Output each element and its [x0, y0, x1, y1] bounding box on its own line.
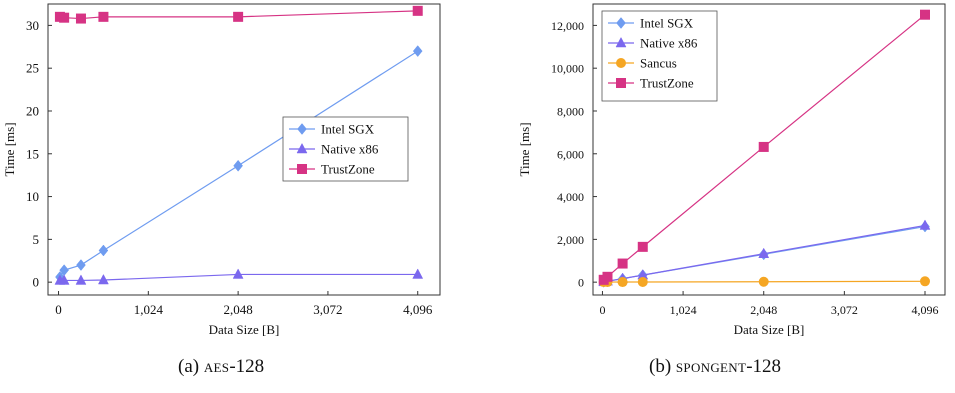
series-sancus — [599, 276, 930, 287]
y-tick-label: 30 — [26, 18, 39, 33]
series-native-x86 — [599, 220, 930, 286]
data-point-native-x86 — [413, 269, 423, 279]
x-tick-label: 0 — [599, 303, 605, 317]
y-tick-label: 25 — [26, 61, 39, 76]
data-point-intel-sgx — [413, 46, 422, 57]
data-point-intel-sgx — [76, 260, 85, 271]
legend-label-sancus: Sancus — [640, 56, 677, 71]
y-tick-label: 5 — [33, 232, 40, 247]
x-tick-label: 2,048 — [750, 303, 777, 317]
y-tick-label: 10,000 — [551, 62, 584, 76]
data-point-trustzone — [638, 242, 648, 252]
caption-b-name: spongent — [676, 356, 746, 377]
data-point-native-x86 — [76, 275, 86, 285]
data-point-sancus — [638, 277, 648, 287]
y-tick-label: 10 — [26, 189, 39, 204]
caption-b-prefix: (b) — [649, 356, 676, 377]
legend-marker-trustzone — [616, 78, 626, 88]
caption-a-suffix: -128 — [229, 356, 264, 377]
legend-marker-sancus — [616, 58, 626, 68]
x-tick-label: 1,024 — [134, 302, 164, 317]
x-tick-label: 3,072 — [313, 302, 342, 317]
x-axis-label: Data Size [B] — [734, 322, 805, 337]
x-tick-label: 1,024 — [670, 303, 697, 317]
legend-marker-trustzone — [297, 164, 307, 174]
caption-spongent-128: (b) spongent-128 — [649, 356, 781, 378]
y-tick-label: 4,000 — [557, 190, 584, 204]
caption-a-name: aes — [204, 356, 229, 377]
caption-a-prefix: (a) — [178, 356, 204, 377]
data-point-native-x86 — [233, 269, 243, 279]
legend-label-intel-sgx: Intel SGX — [321, 122, 375, 137]
data-point-native-x86 — [920, 220, 930, 230]
y-tick-label: 20 — [26, 103, 39, 118]
legend-label-trustzone: TrustZone — [321, 162, 375, 177]
x-axis-label: Data Size [B] — [209, 322, 280, 337]
y-tick-label: 8,000 — [557, 104, 584, 118]
y-axis-label: Time [ms] — [2, 122, 17, 176]
data-point-trustzone — [759, 142, 769, 152]
data-point-intel-sgx — [234, 160, 243, 171]
legend-label-native-x86: Native x86 — [640, 36, 698, 51]
legend-label-trustzone: TrustZone — [640, 76, 694, 91]
caption-aes-128: (a) aes-128 — [178, 356, 264, 378]
x-tick-label: 2,048 — [223, 302, 252, 317]
data-point-intel-sgx — [99, 245, 108, 256]
legend: Intel SGX Native x86 Sancus TrustZone — [602, 11, 717, 101]
data-point-trustzone — [413, 6, 423, 16]
data-point-trustzone — [233, 12, 243, 22]
x-tick-label: 0 — [55, 302, 62, 317]
data-point-trustzone — [602, 272, 612, 282]
data-point-trustzone — [59, 13, 69, 23]
data-point-native-x86 — [98, 275, 108, 285]
data-point-trustzone — [98, 12, 108, 22]
data-point-trustzone — [76, 14, 86, 24]
data-point-trustzone — [618, 259, 628, 269]
y-tick-label: 12,000 — [551, 19, 584, 33]
x-tick-label: 4,096 — [403, 302, 433, 317]
chart-spongent-128: 0 1,024 2,048 3,072 4,096 0 2,000 4,000 6,000 8,0… — [517, 4, 945, 337]
y-tick-label: 6,000 — [557, 147, 584, 161]
legend-label-intel-sgx: Intel SGX — [640, 16, 694, 31]
y-tick-label: 15 — [26, 146, 39, 161]
y-tick-label: 0 — [33, 275, 40, 290]
data-point-sancus — [920, 276, 930, 286]
x-tick-label: 4,096 — [911, 303, 938, 317]
x-tick-label: 3,072 — [831, 303, 858, 317]
y-tick-label: 2,000 — [557, 233, 584, 247]
data-point-sancus — [618, 277, 628, 287]
data-point-trustzone — [920, 10, 930, 20]
caption-b-suffix: -128 — [746, 356, 781, 377]
data-point-sancus — [759, 277, 769, 287]
chart-aes-128: 0 1,024 2,048 3,072 4,096 0 5 10 15 20 25 30 Data Si… — [2, 4, 440, 337]
series-trustzone — [55, 6, 423, 24]
y-tick-label: 0 — [578, 276, 584, 290]
legend-label-native-x86: Native x86 — [321, 142, 379, 157]
legend: Intel SGX Native x86 TrustZone — [283, 117, 408, 181]
y-axis-label: Time [ms] — [517, 122, 532, 176]
series-native-x86 — [55, 269, 423, 284]
